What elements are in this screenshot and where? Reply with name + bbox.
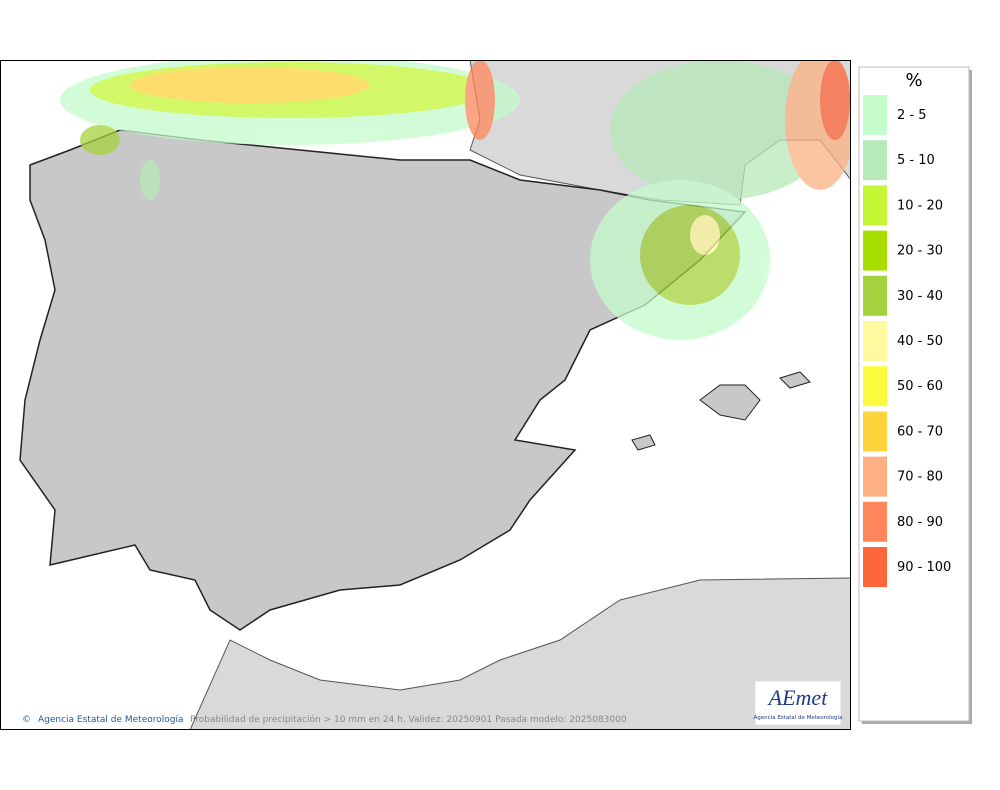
legend-swatch — [863, 230, 887, 271]
logo-name: AEmet — [767, 685, 829, 710]
legend-swatch — [863, 366, 887, 407]
legend-title: % — [905, 70, 922, 91]
legend-label: 2 - 5 — [897, 108, 927, 123]
legend-swatch — [863, 547, 887, 587]
legend-label: 70 - 80 — [897, 470, 943, 485]
legend-label: 90 - 100 — [897, 560, 951, 575]
legend-label: 60 - 70 — [897, 424, 943, 439]
legend-swatch — [863, 411, 887, 452]
legend-label: 50 - 60 — [897, 379, 943, 394]
legend-swatch — [863, 95, 887, 135]
legend-swatch — [863, 321, 887, 361]
map: © Agencia Estatal de Meteorología Probab… — [0, 60, 851, 730]
caption: Probabilidad de precipitación > 10 mm en… — [190, 714, 627, 725]
legend-label: 40 - 50 — [897, 334, 943, 349]
legend-label: 80 - 90 — [897, 515, 943, 530]
copyright: Agencia Estatal de Meteorología — [38, 715, 184, 725]
north-africa — [189, 577, 850, 729]
copyright-icon: © — [22, 715, 31, 725]
legend-swatch — [863, 501, 887, 542]
legend-swatch — [863, 456, 887, 497]
balearic-island — [779, 371, 811, 389]
logo-subtitle: Agencia Estatal de Meteorología — [754, 714, 843, 721]
legend-label: 5 - 10 — [897, 153, 935, 168]
iberia — [19, 129, 747, 631]
legend-label: 30 - 40 — [897, 289, 943, 304]
legend-label: 10 - 20 — [897, 198, 943, 213]
legend-label: 20 - 30 — [897, 244, 943, 259]
legend-swatch — [863, 185, 887, 226]
balearic-island — [699, 384, 761, 421]
legend: % 2 - 5 5 - 10 10 - 20 20 - 30 30 - 40 40 - 5… — [858, 66, 972, 724]
precipitation — [60, 61, 850, 340]
balearic-island — [631, 434, 656, 451]
legend-swatch — [863, 275, 887, 316]
legend-swatch — [863, 140, 887, 181]
logo-box — [754, 680, 842, 726]
